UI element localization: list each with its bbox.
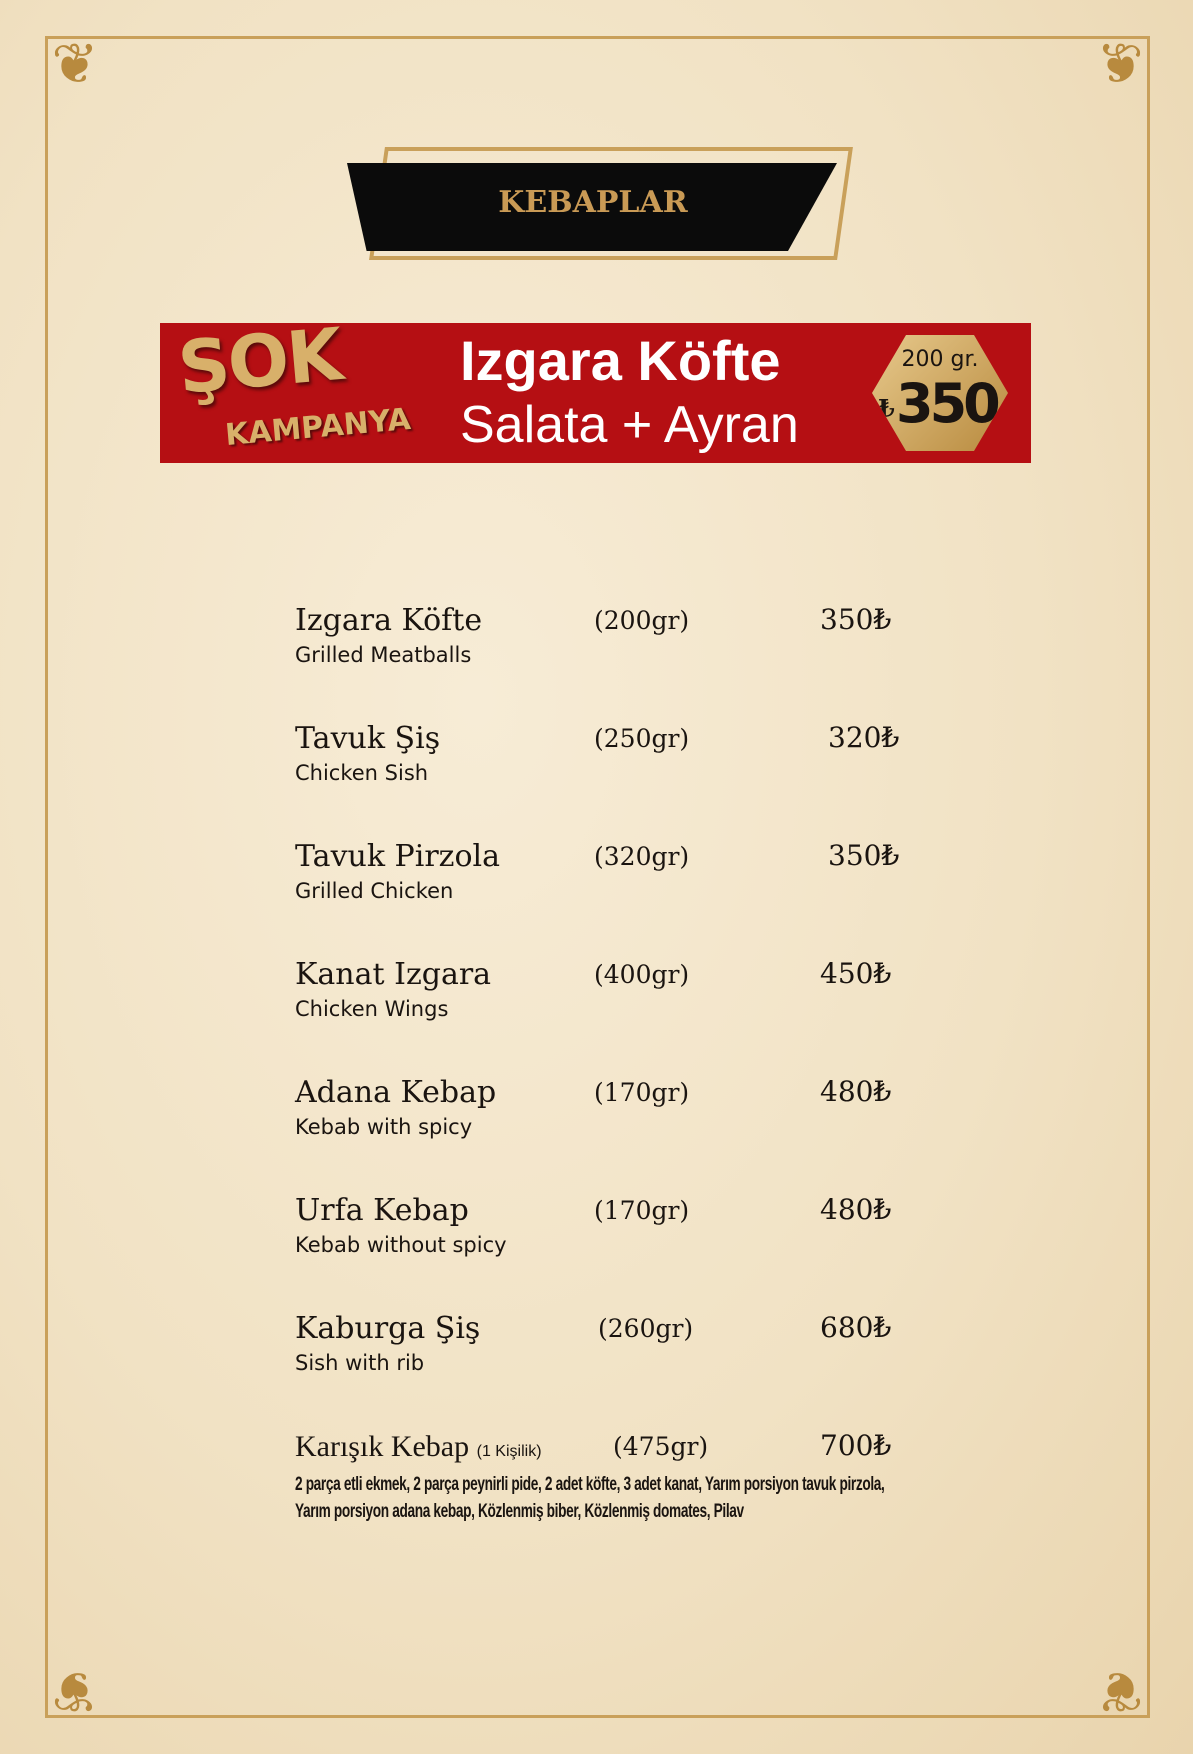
menu-item: Tavuk Pirzola (320gr) 350₺ Grilled Chick…	[295, 839, 945, 929]
item-description-line: 2 parça etli ekmek, 2 parça peynirli pid…	[295, 1474, 885, 1495]
item-weight: (475gr)	[613, 1432, 709, 1461]
item-name: Kanat Izgara	[295, 957, 492, 992]
item-description-line: Yarım porsiyon adana kebap, Közlenmiş bi…	[295, 1501, 744, 1522]
item-weight: (260gr)	[598, 1314, 694, 1343]
section-title: KEBAPLAR	[498, 185, 688, 220]
item-price: 350₺	[828, 839, 900, 872]
item-subtitle: Grilled Chicken	[295, 879, 454, 903]
item-subtitle: Sish with rib	[295, 1351, 425, 1375]
promo-brand-top: ŞOK	[174, 312, 345, 410]
item-name: Karışık Kebap (1 Kişilik)	[295, 1429, 542, 1465]
item-weight: (170gr)	[594, 1196, 690, 1225]
item-subtitle: Kebab without spicy	[295, 1233, 507, 1257]
item-price: 680₺	[820, 1311, 892, 1344]
item-weight: (200gr)	[594, 606, 690, 635]
ornament-top-right-icon: ❦	[1096, 32, 1144, 97]
item-weight: (250gr)	[594, 724, 690, 753]
page-border	[45, 36, 1150, 1718]
item-note: (1 Kişilik)	[476, 1443, 542, 1460]
item-price: 450₺	[820, 957, 892, 990]
item-price: 700₺	[820, 1429, 892, 1462]
header-black-banner	[347, 163, 837, 251]
ornament-top-left-icon: ❦	[51, 32, 99, 97]
item-price: 480₺	[820, 1193, 892, 1226]
menu-item: Adana Kebap (170gr) 480₺ Kebab with spic…	[295, 1075, 945, 1165]
promo-brand-bottom: KAMPANYA	[223, 401, 413, 454]
item-weight: (170gr)	[594, 1078, 690, 1107]
menu-item: Tavuk Şiş (250gr) 320₺ Chicken Sish	[295, 721, 945, 811]
item-name: Izgara Köfte	[295, 603, 483, 638]
item-subtitle: Chicken Wings	[295, 997, 449, 1021]
menu-item: Urfa Kebap (170gr) 480₺ Kebab without sp…	[295, 1193, 945, 1283]
item-subtitle: Grilled Meatballs	[295, 643, 472, 667]
promo-line-1: Izgara Köfte	[460, 329, 781, 392]
item-price: 350₺	[820, 603, 892, 636]
menu-item: Izgara Köfte (200gr) 350₺ Grilled Meatba…	[295, 603, 945, 693]
ornament-bottom-right-icon: ❦	[1096, 1658, 1144, 1723]
item-price: 480₺	[820, 1075, 892, 1108]
menu-item: Karışık Kebap (1 Kişilik) (475gr) 700₺	[295, 1429, 945, 1519]
menu-item: Kaburga Şiş (260gr) 680₺ Sish with rib	[295, 1311, 945, 1401]
item-subtitle: Chicken Sish	[295, 761, 429, 785]
item-weight: (320gr)	[594, 842, 690, 871]
ornament-bottom-left-icon: ❦	[51, 1658, 99, 1723]
menu-item: Kanat Izgara (400gr) 450₺ Chicken Wings	[295, 957, 945, 1047]
badge-currency: ₺	[878, 394, 895, 423]
item-name: Tavuk Şiş	[295, 721, 441, 756]
item-price: 320₺	[828, 721, 900, 754]
item-name: Tavuk Pirzola	[295, 839, 501, 874]
item-name: Adana Kebap	[295, 1075, 497, 1110]
item-weight: (400gr)	[594, 960, 690, 989]
badge-price: 350	[896, 372, 1001, 435]
promo-line-2: Salata + Ayran	[460, 396, 799, 454]
section-header: KEBAPLAR	[347, 147, 853, 260]
promo-price-badge: 200 gr. ₺ 350	[872, 335, 1008, 451]
item-subtitle: Kebab with spicy	[295, 1115, 473, 1139]
promo-banner: ŞOK KAMPANYA Izgara Köfte Salata + Ayran…	[160, 312, 1031, 463]
item-name: Urfa Kebap	[295, 1193, 469, 1228]
item-name-text: Karışık Kebap	[295, 1430, 470, 1463]
badge-weight: 200 gr.	[901, 347, 979, 372]
item-name: Kaburga Şiş	[295, 1311, 481, 1346]
